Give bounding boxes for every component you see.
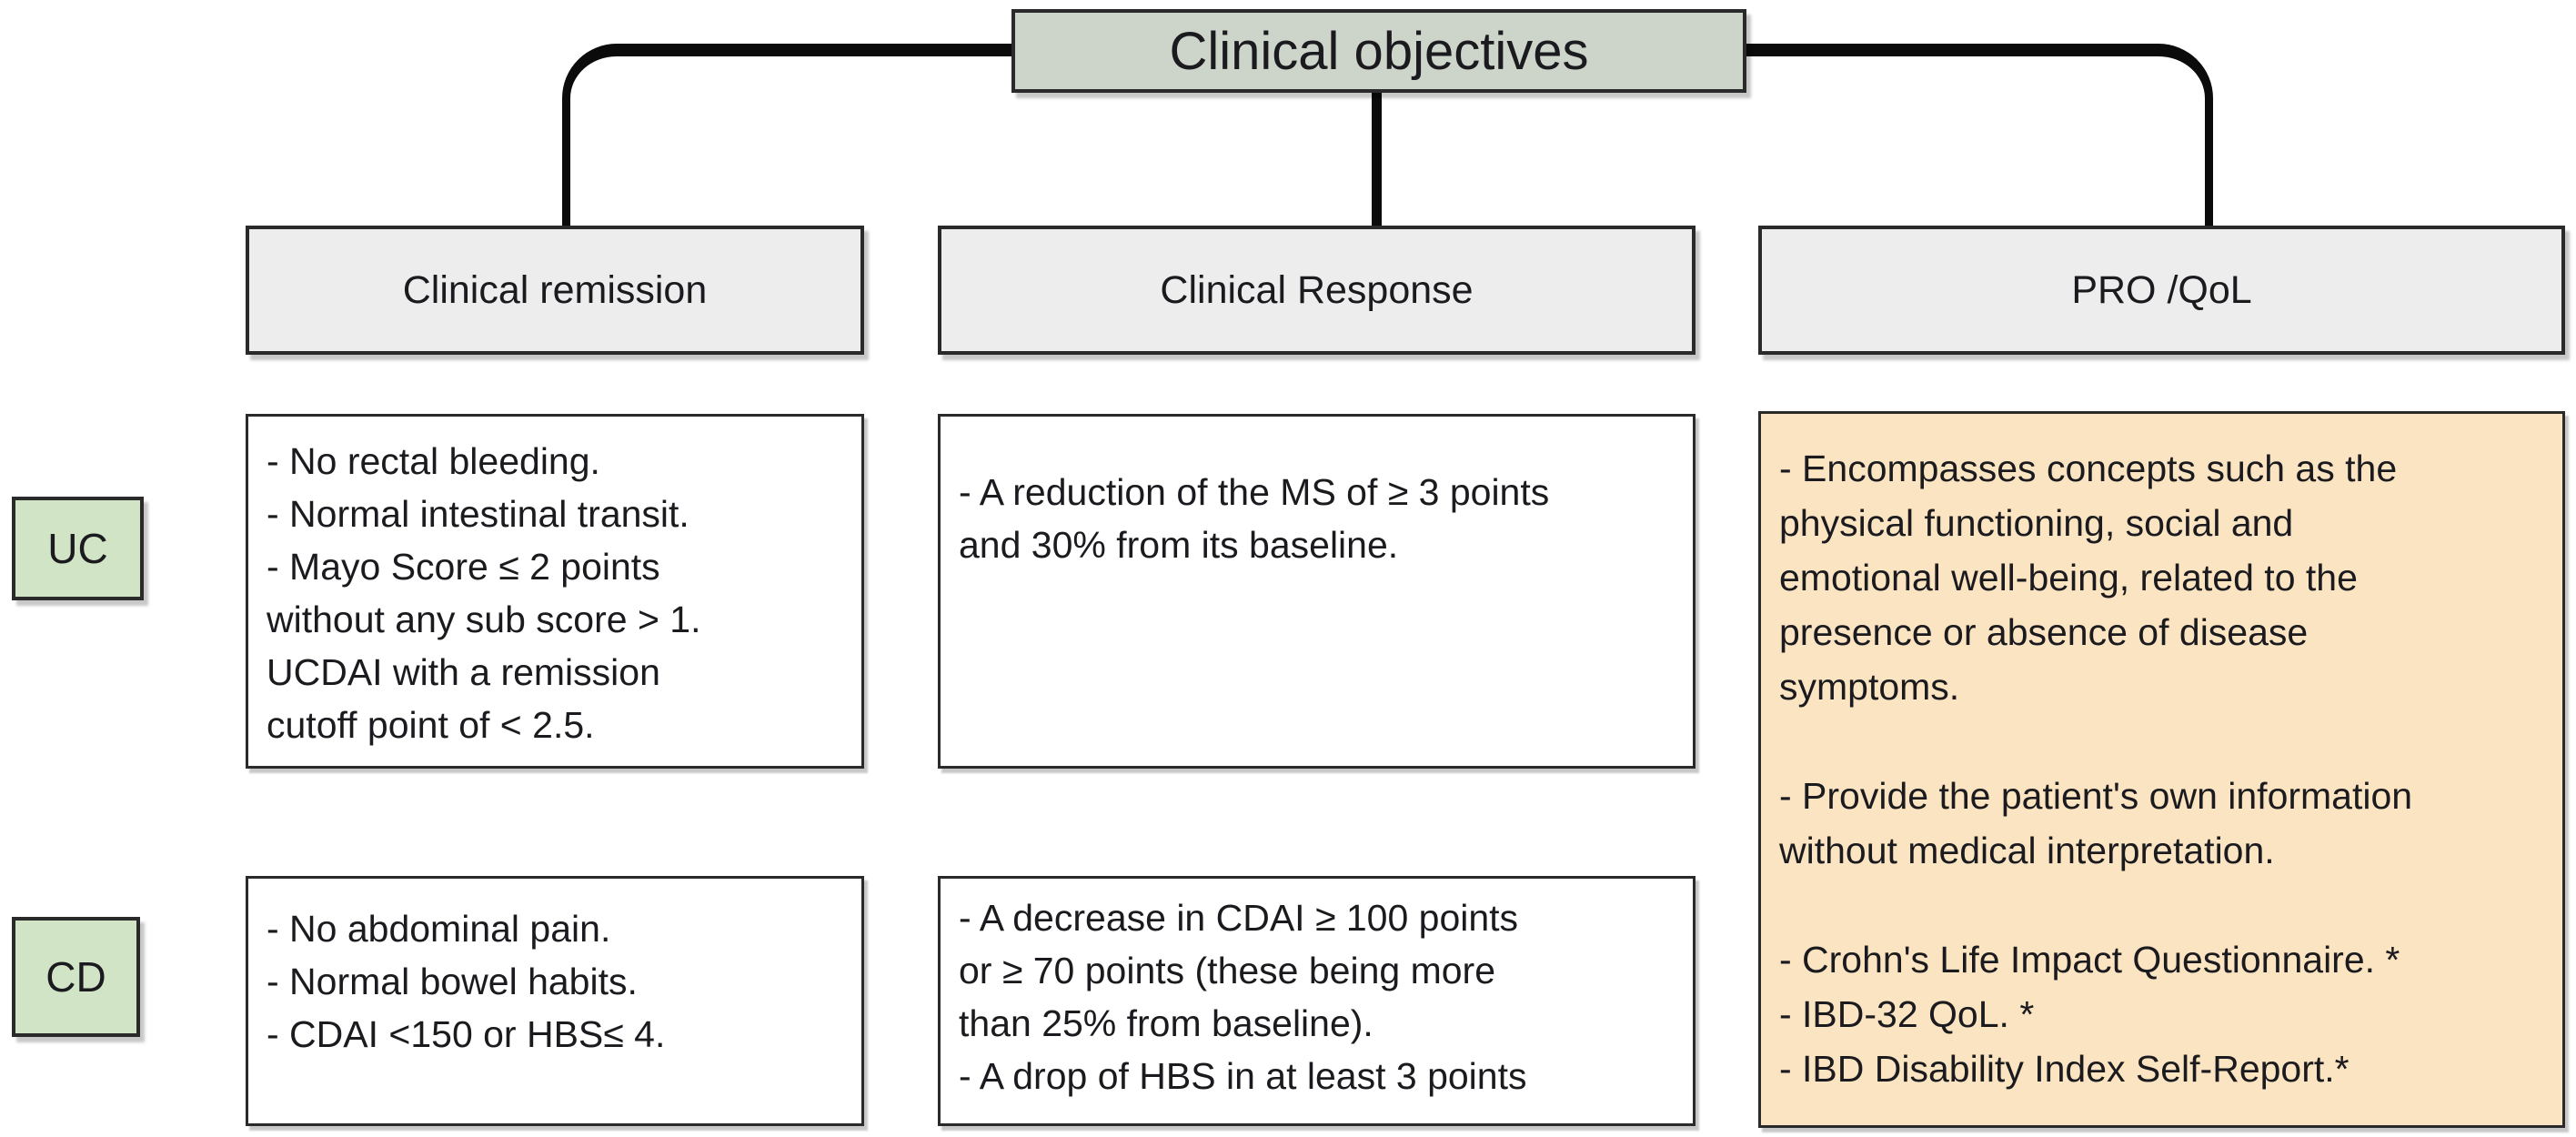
diagram-title: Clinical objectives (1169, 21, 1589, 81)
cell-uc-clinical-response: - A reduction of the MS of ≥ 3 points an… (938, 414, 1696, 769)
row-label-cd: CD (12, 917, 140, 1037)
row-label-text: UC (47, 525, 108, 572)
row-label-uc: UC (12, 497, 144, 600)
connector-left-branch (562, 44, 1011, 226)
cell-cd-clinical-remission: - No abdominal pain. - Normal bowel habi… (246, 876, 864, 1126)
column-header-pro-qol: PRO /QoL (1758, 226, 2565, 355)
column-header-label: Clinical Response (1160, 267, 1474, 312)
column-header-clinical-remission: Clinical remission (246, 226, 864, 355)
connector-middle-branch (1372, 91, 1382, 227)
cell-pro-qol: - Encompasses concepts such as the physi… (1758, 411, 2565, 1128)
cell-uc-clinical-remission: - No rectal bleeding. - Normal intestina… (246, 414, 864, 769)
column-header-label: Clinical remission (402, 267, 708, 312)
row-label-text: CD (45, 953, 106, 1001)
column-header-label: PRO /QoL (2071, 267, 2252, 312)
cell-cd-clinical-response: - A decrease in CDAI ≥ 100 points or ≥ 7… (938, 876, 1696, 1126)
connector-right-branch (1746, 44, 2213, 226)
title-node: Clinical objectives (1011, 9, 1746, 93)
column-header-clinical-response: Clinical Response (938, 226, 1696, 355)
